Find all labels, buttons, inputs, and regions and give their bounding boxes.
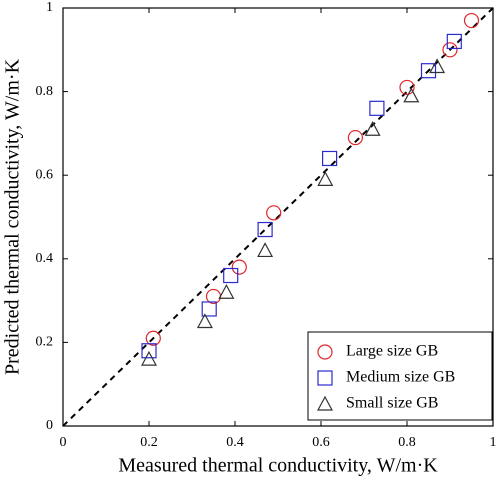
point bbox=[218, 283, 235, 299]
point bbox=[196, 313, 213, 329]
point bbox=[266, 205, 282, 221]
y-tick-label: 0.4 bbox=[36, 251, 54, 266]
point bbox=[257, 242, 274, 258]
x-tick-label: 1 bbox=[490, 435, 497, 450]
point bbox=[141, 343, 157, 359]
point bbox=[347, 129, 363, 146]
legend-text: Small size GB bbox=[346, 395, 438, 412]
legend-marker bbox=[316, 395, 334, 411]
legend-text: Large size GB bbox=[346, 343, 438, 360]
point bbox=[446, 33, 462, 50]
legend-marker bbox=[317, 370, 333, 386]
x-tick-label: 0.2 bbox=[140, 435, 158, 450]
point bbox=[369, 100, 385, 116]
point bbox=[201, 301, 217, 317]
point bbox=[463, 12, 480, 29]
point bbox=[223, 267, 239, 284]
x-tick-label: 0 bbox=[60, 435, 67, 450]
y-tick-label: 1 bbox=[46, 0, 53, 15]
point bbox=[364, 120, 381, 136]
point bbox=[231, 259, 247, 275]
point bbox=[145, 330, 161, 346]
point bbox=[257, 221, 273, 238]
point bbox=[420, 63, 437, 79]
plot-frame bbox=[62, 7, 494, 427]
point bbox=[205, 288, 222, 305]
x-tick-label: 0.4 bbox=[226, 435, 244, 450]
point bbox=[399, 79, 415, 96]
x-tick-label: 0.8 bbox=[398, 435, 416, 450]
legend-text: Medium size GB bbox=[346, 369, 455, 386]
legend-box bbox=[307, 331, 493, 421]
x-axis-title: Measured thermal conductivity, W/m·K bbox=[118, 455, 438, 477]
legend-marker bbox=[317, 344, 333, 360]
point bbox=[429, 58, 446, 74]
y-axis-title: Predicted thermal conductivity, W/m·K bbox=[2, 58, 24, 375]
point bbox=[322, 150, 338, 167]
y-tick-label: 0.6 bbox=[36, 167, 54, 182]
point bbox=[403, 87, 420, 103]
point bbox=[317, 171, 334, 186]
y-tick-label: 0.8 bbox=[36, 84, 54, 99]
point bbox=[140, 350, 158, 366]
y-tick-label: 0 bbox=[46, 418, 53, 433]
x-tick-label: 0.6 bbox=[312, 435, 330, 450]
y-tick-label: 0.2 bbox=[36, 335, 54, 350]
point bbox=[442, 42, 458, 58]
